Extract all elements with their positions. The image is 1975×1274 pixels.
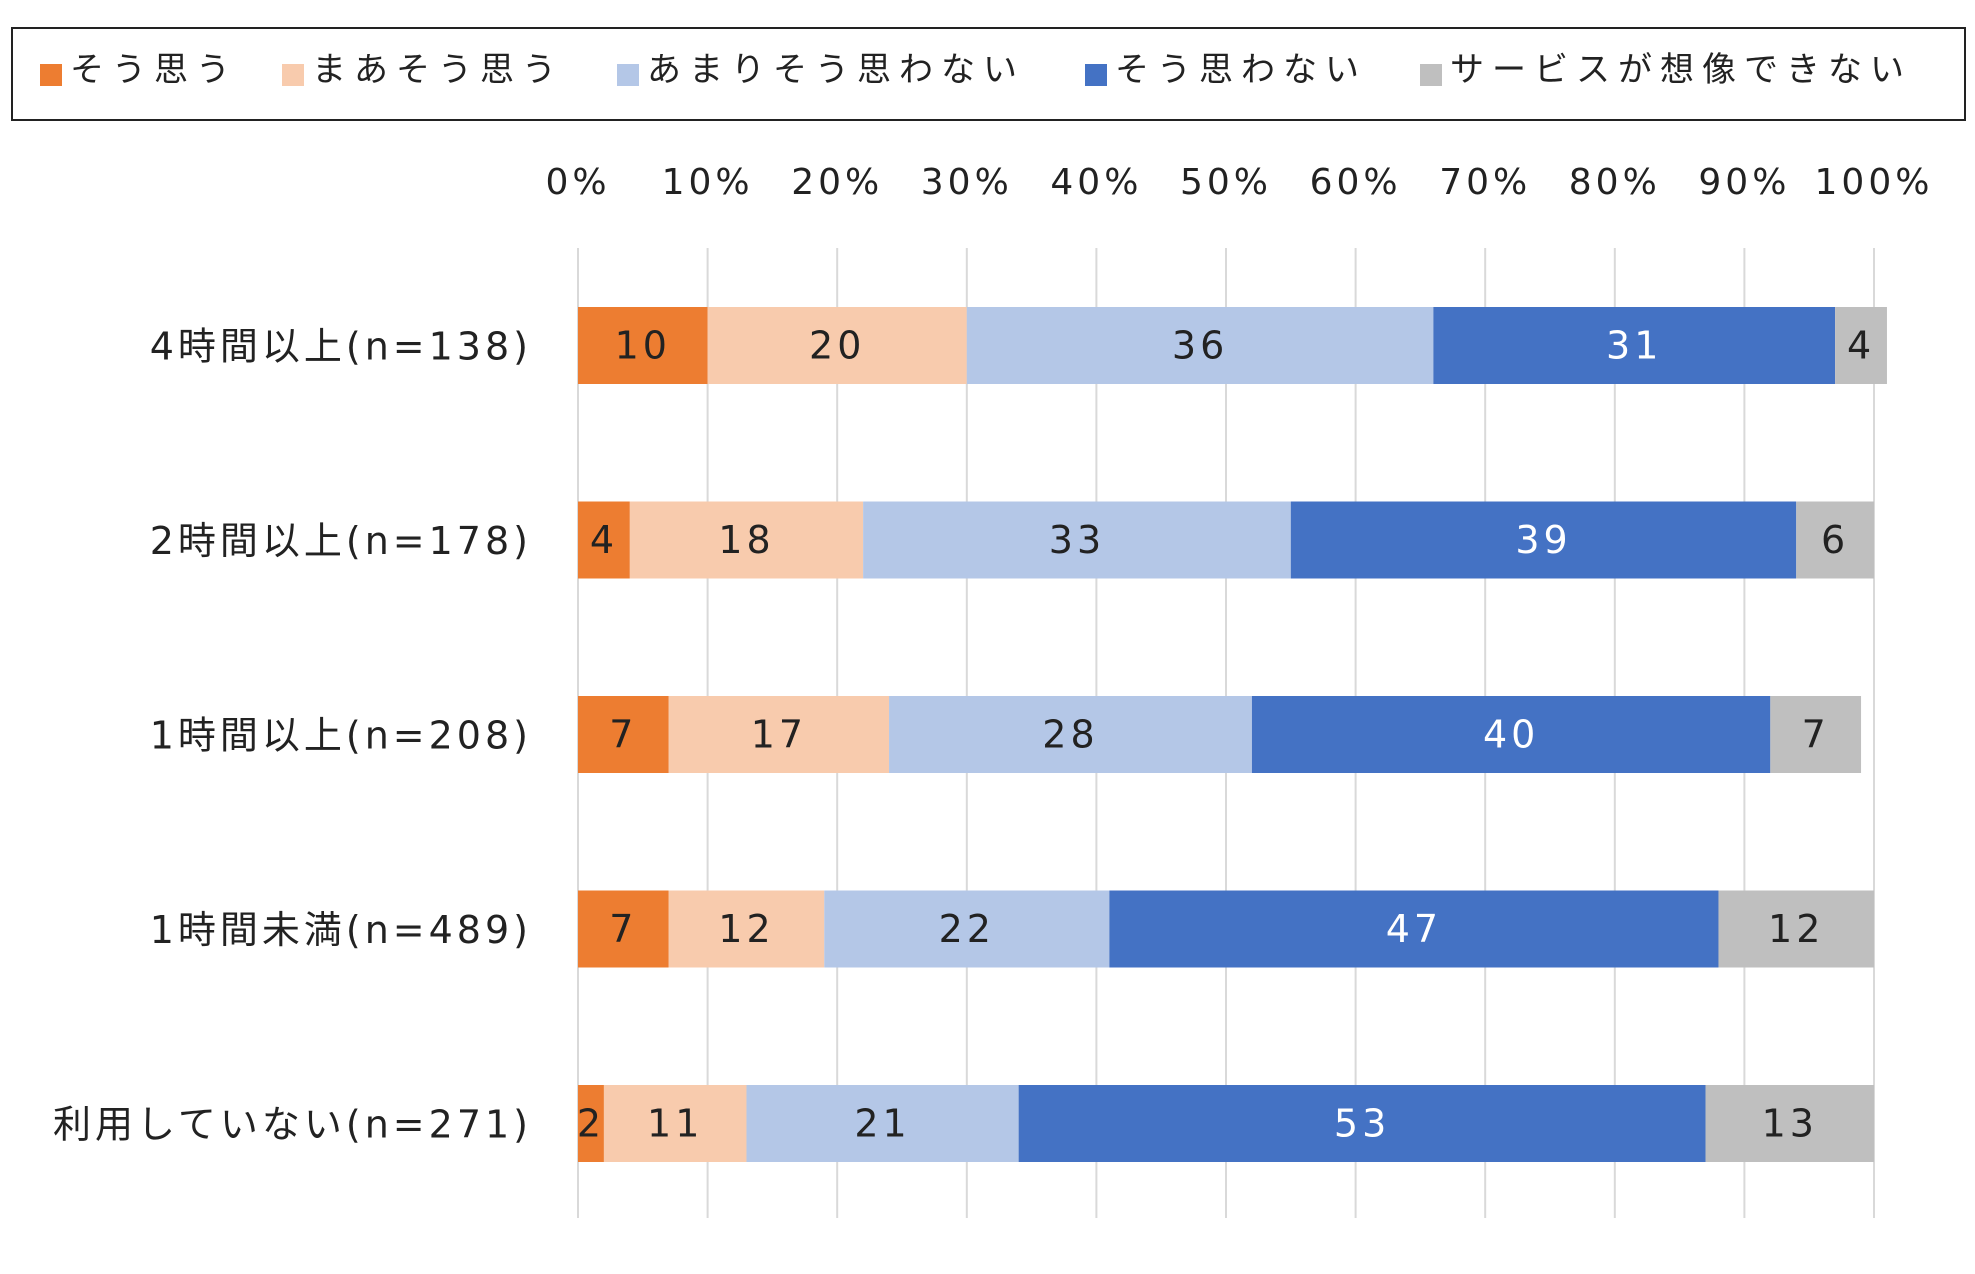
x-tick-label: 40% bbox=[1050, 162, 1142, 203]
bar-segment bbox=[578, 1085, 604, 1162]
legend-swatch bbox=[1085, 64, 1107, 86]
data-label: 7 bbox=[609, 713, 637, 757]
legend-label: あまりそう思わない bbox=[647, 50, 1025, 90]
bar-segment bbox=[578, 696, 669, 773]
data-label: 12 bbox=[718, 907, 774, 951]
category-label: 1時間未満(n=489) bbox=[150, 908, 532, 952]
legend: そう思う まあそう思う あまりそう思わない そう思わない サービスが想像できない bbox=[11, 27, 1966, 121]
data-label: 4 bbox=[590, 518, 618, 562]
bar-segment bbox=[824, 890, 1110, 968]
category-label: 4時間以上(n=138) bbox=[150, 325, 532, 369]
bar-segment bbox=[966, 307, 1434, 384]
data-label: 2 bbox=[577, 1102, 605, 1146]
category-label: 2時間以上(n=178) bbox=[150, 519, 532, 563]
bar-segment bbox=[578, 501, 630, 579]
x-tick-label: 30% bbox=[921, 162, 1013, 203]
category-label: 利用していない(n=271) bbox=[53, 1103, 532, 1147]
data-label: 18 bbox=[718, 518, 774, 562]
legend-label: まあそう思う bbox=[312, 50, 564, 90]
x-tick-label: 100% bbox=[1815, 162, 1934, 203]
x-tick-label: 60% bbox=[1310, 162, 1402, 203]
bar-segment bbox=[707, 307, 967, 384]
bar-segment bbox=[863, 501, 1291, 579]
category-labels: 4時間以上(n=138) 2時間以上(n=178) 1時間以上(n=208) 1時間未… bbox=[53, 325, 532, 1147]
legend-swatch bbox=[617, 64, 639, 86]
bars bbox=[578, 307, 1887, 1162]
bar-segment bbox=[668, 696, 890, 773]
x-tick-label: 0% bbox=[545, 162, 610, 203]
data-label: 21 bbox=[854, 1102, 910, 1146]
bar-segment bbox=[889, 696, 1252, 773]
data-label: 31 bbox=[1606, 324, 1662, 368]
data-label: 11 bbox=[647, 1102, 703, 1146]
bar-segment bbox=[746, 1085, 1019, 1162]
data-label: 7 bbox=[609, 907, 637, 951]
legend-swatch bbox=[282, 64, 304, 86]
data-label: 4 bbox=[1847, 324, 1875, 368]
x-tick-label: 50% bbox=[1180, 162, 1272, 203]
bar-segment bbox=[1796, 501, 1874, 579]
data-label: 20 bbox=[809, 324, 865, 368]
bar-segment bbox=[668, 890, 825, 968]
data-labels: 10 20 36 31 4 4 18 33 39 6 7 17 28 40 7 7 12 22 47 12 2 11 21 5… bbox=[577, 324, 1875, 1146]
bar-segment bbox=[1290, 501, 1797, 579]
bar-segment bbox=[1018, 1085, 1706, 1162]
bar-segment bbox=[1109, 890, 1719, 968]
legend-label: そう思う bbox=[70, 50, 238, 90]
data-label: 6 bbox=[1821, 518, 1849, 562]
data-label: 13 bbox=[1762, 1102, 1818, 1146]
bar-segment bbox=[629, 501, 864, 579]
legend-swatch bbox=[40, 64, 62, 86]
data-label: 12 bbox=[1768, 907, 1824, 951]
x-tick-label: 80% bbox=[1569, 162, 1661, 203]
bar-segment bbox=[603, 1085, 747, 1162]
data-label: 40 bbox=[1483, 713, 1539, 757]
data-label: 33 bbox=[1049, 518, 1105, 562]
data-label: 39 bbox=[1515, 518, 1571, 562]
data-label: 17 bbox=[751, 713, 807, 757]
data-label: 28 bbox=[1042, 713, 1098, 757]
bar-segment bbox=[1718, 890, 1874, 968]
x-tick-label: 10% bbox=[662, 162, 754, 203]
bar-segment bbox=[1835, 307, 1887, 384]
legend-label: サービスが想像できない bbox=[1450, 50, 1912, 90]
data-label: 10 bbox=[615, 324, 671, 368]
x-tick-label: 90% bbox=[1698, 162, 1790, 203]
x-tick-label: 70% bbox=[1439, 162, 1531, 203]
bar-segment bbox=[1705, 1085, 1874, 1162]
data-label: 53 bbox=[1334, 1102, 1390, 1146]
legend-box bbox=[11, 27, 1966, 121]
bar-segment bbox=[1433, 307, 1836, 384]
data-label: 47 bbox=[1386, 907, 1442, 951]
bar-segment bbox=[578, 890, 669, 968]
x-tick-label: 20% bbox=[791, 162, 883, 203]
data-label: 36 bbox=[1172, 324, 1228, 368]
bar-segment bbox=[1251, 696, 1771, 773]
legend-label: そう思わない bbox=[1115, 50, 1367, 90]
bar-segment bbox=[578, 307, 708, 384]
bar-segment bbox=[1770, 696, 1862, 773]
data-label: 7 bbox=[1802, 713, 1830, 757]
x-axis: 0% 10% 20% 30% 40% 50% 60% 70% 80% 90% 100% bbox=[545, 162, 1934, 203]
legend-swatch bbox=[1420, 64, 1442, 86]
data-label: 22 bbox=[939, 907, 995, 951]
category-label: 1時間以上(n=208) bbox=[150, 714, 532, 758]
